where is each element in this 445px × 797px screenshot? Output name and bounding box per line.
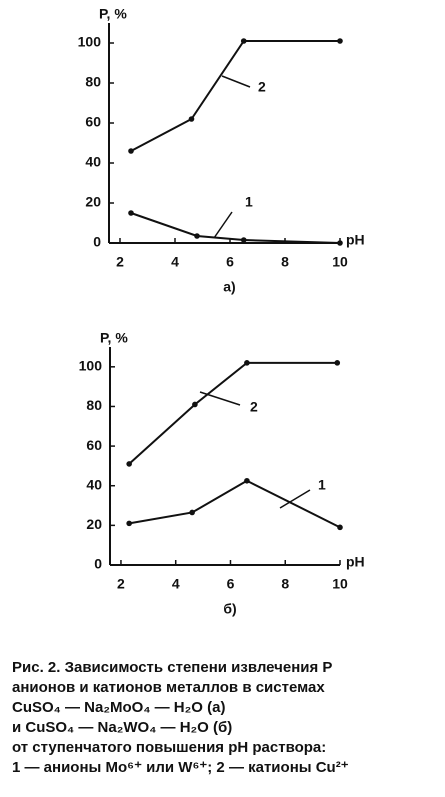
leader-line [279, 489, 311, 509]
point [334, 360, 341, 366]
y-axis-label: P, % [100, 330, 128, 346]
point [126, 520, 132, 527]
x-tick-label: 10 [332, 576, 348, 592]
x-tick-label: 4 [172, 576, 180, 592]
y-tick-label: 60 [86, 437, 102, 453]
caption-line: от ступенчатого повышения pH раствора: [12, 739, 326, 756]
y-tick-label: 0 [93, 234, 101, 250]
point [337, 524, 343, 531]
x-tick-label: 10 [332, 254, 348, 270]
subtitle: б) [223, 601, 236, 617]
caption-line: Рис. 2. Зависимость степени извлечения P [12, 659, 332, 676]
x-tick-label: 8 [281, 576, 289, 592]
y-tick-label: 20 [86, 516, 102, 532]
y-tick-label: 20 [85, 194, 101, 210]
y-tick-label: 0 [94, 556, 102, 572]
line [128, 361, 338, 465]
caption-line: CuSO₄ — Na₂MoO₄ — H₂O (а) [12, 699, 225, 716]
point [194, 233, 200, 239]
point [192, 401, 198, 408]
y-tick-label: 40 [86, 476, 102, 492]
line [130, 212, 341, 244]
y-tick-label: 80 [86, 397, 102, 413]
x-tick-label: 6 [226, 254, 234, 270]
caption-line: 1 — анионы Mo⁶⁺ или W⁶⁺; 2 — катионы Cu²… [12, 759, 349, 776]
x-tick-label: 2 [117, 576, 125, 592]
x-tick-label: 6 [227, 576, 235, 592]
point [240, 38, 247, 44]
point [337, 38, 343, 44]
point [244, 360, 250, 366]
series-label: 2 [258, 79, 266, 95]
y-tick-label: 100 [79, 358, 103, 374]
x-tick-label: 2 [116, 254, 124, 270]
point [189, 509, 195, 516]
point [128, 148, 134, 154]
point [128, 210, 134, 216]
line [130, 40, 340, 152]
leader-line [221, 75, 251, 88]
y-tick-label: 100 [78, 34, 102, 50]
series-label: 1 [245, 194, 253, 210]
y-tick-label: 60 [85, 114, 101, 130]
x-tick-label: 8 [281, 254, 289, 270]
point [126, 461, 132, 467]
x-axis-label: pH [346, 232, 365, 248]
caption-line: и CuSO₄ — Na₂WO₄ — H₂O (б) [12, 719, 232, 736]
point [337, 240, 343, 246]
series-label: 1 [318, 477, 326, 493]
point [244, 477, 250, 484]
y-tick-label: 80 [85, 74, 101, 90]
series-label: 2 [250, 399, 258, 415]
leader-line [199, 391, 241, 406]
x-axis-label: pH [346, 554, 365, 570]
line [128, 479, 341, 529]
point [188, 116, 195, 122]
y-axis-label: P, % [99, 6, 127, 22]
subtitle: а) [223, 279, 235, 295]
x-tick-label: 4 [171, 254, 179, 270]
caption-line: анионов и катионов металлов в системах [12, 679, 325, 696]
point [240, 237, 247, 243]
leader-line [213, 211, 233, 239]
y-tick-label: 40 [85, 154, 101, 170]
